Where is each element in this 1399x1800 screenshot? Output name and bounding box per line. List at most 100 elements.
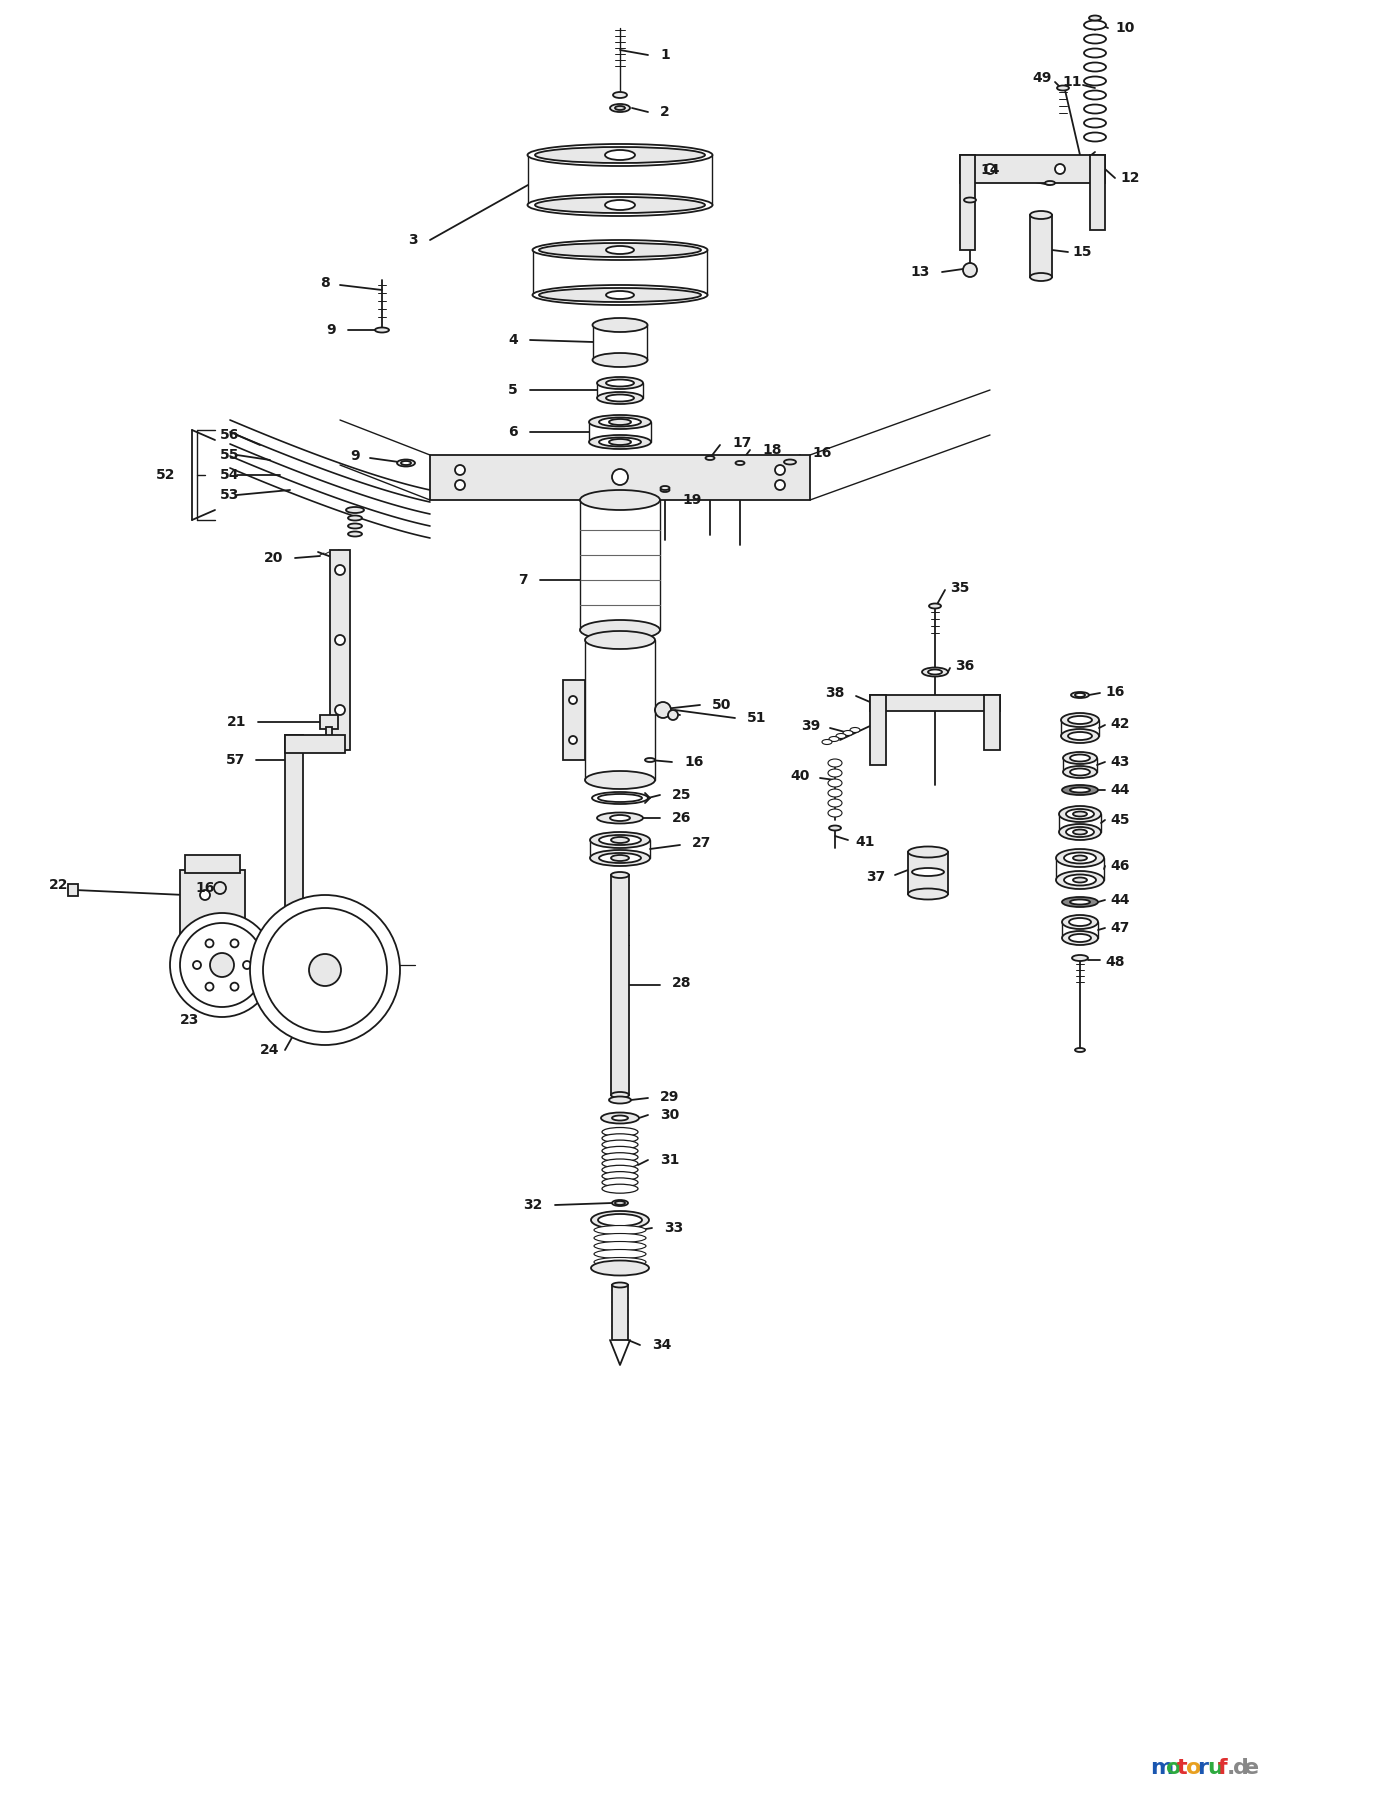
Circle shape <box>1055 164 1065 175</box>
Ellipse shape <box>616 1201 625 1204</box>
Circle shape <box>210 952 234 977</box>
Circle shape <box>963 263 977 277</box>
Ellipse shape <box>837 734 846 738</box>
Text: 20: 20 <box>263 551 283 565</box>
Text: 32: 32 <box>523 1199 543 1211</box>
Ellipse shape <box>783 459 796 464</box>
Ellipse shape <box>606 247 634 254</box>
Ellipse shape <box>534 196 705 212</box>
Ellipse shape <box>1062 785 1098 796</box>
Text: u: u <box>1207 1759 1223 1778</box>
Bar <box>1030 214 1052 277</box>
Ellipse shape <box>599 853 641 862</box>
Ellipse shape <box>1073 878 1087 882</box>
Text: 47: 47 <box>1109 922 1129 934</box>
Ellipse shape <box>1066 808 1094 819</box>
Text: d: d <box>1233 1759 1249 1778</box>
Ellipse shape <box>589 436 651 448</box>
Ellipse shape <box>597 376 644 389</box>
Ellipse shape <box>1056 871 1104 889</box>
Text: 46: 46 <box>1109 859 1129 873</box>
Ellipse shape <box>610 815 630 821</box>
Ellipse shape <box>593 319 648 331</box>
Text: f: f <box>1219 1759 1228 1778</box>
Text: 16: 16 <box>684 754 704 769</box>
Ellipse shape <box>593 353 648 367</box>
Text: o: o <box>1186 1759 1202 1778</box>
Circle shape <box>455 464 464 475</box>
Text: t: t <box>1177 1759 1188 1778</box>
Ellipse shape <box>611 855 630 860</box>
Circle shape <box>667 709 679 720</box>
Ellipse shape <box>1062 914 1098 929</box>
Ellipse shape <box>929 603 942 608</box>
Ellipse shape <box>1070 788 1090 792</box>
Ellipse shape <box>844 731 853 736</box>
Text: 22: 22 <box>49 878 69 893</box>
Ellipse shape <box>830 736 839 742</box>
Text: 44: 44 <box>1109 783 1129 797</box>
Circle shape <box>171 913 274 1017</box>
Ellipse shape <box>611 1282 628 1287</box>
Ellipse shape <box>611 871 630 878</box>
Ellipse shape <box>1088 16 1101 20</box>
Ellipse shape <box>660 488 670 491</box>
Text: 27: 27 <box>693 835 711 850</box>
Bar <box>562 680 585 760</box>
Text: 37: 37 <box>866 869 886 884</box>
Circle shape <box>611 470 628 484</box>
Ellipse shape <box>595 1249 646 1258</box>
Text: 55: 55 <box>220 448 239 463</box>
Text: 8: 8 <box>320 275 330 290</box>
Text: 45: 45 <box>1109 814 1129 826</box>
Ellipse shape <box>602 1177 638 1186</box>
Circle shape <box>193 961 201 968</box>
Bar <box>983 695 1000 751</box>
Ellipse shape <box>606 394 634 401</box>
Ellipse shape <box>602 1184 638 1193</box>
Bar <box>611 875 630 1094</box>
Ellipse shape <box>1069 934 1091 941</box>
Ellipse shape <box>613 92 627 97</box>
Ellipse shape <box>599 418 641 427</box>
Ellipse shape <box>348 531 362 536</box>
Text: 6: 6 <box>508 425 518 439</box>
Circle shape <box>309 954 341 986</box>
Ellipse shape <box>602 1134 638 1143</box>
Circle shape <box>985 164 995 175</box>
Ellipse shape <box>964 198 977 203</box>
Ellipse shape <box>1030 274 1052 281</box>
Text: 33: 33 <box>665 1220 683 1235</box>
Ellipse shape <box>585 632 655 650</box>
Ellipse shape <box>616 106 625 110</box>
Ellipse shape <box>595 1258 646 1267</box>
Ellipse shape <box>1059 824 1101 841</box>
Ellipse shape <box>1084 63 1107 72</box>
Ellipse shape <box>590 1211 649 1229</box>
Text: 52: 52 <box>155 468 175 482</box>
Text: 9: 9 <box>350 448 360 463</box>
Ellipse shape <box>609 1096 631 1103</box>
Text: 29: 29 <box>660 1091 680 1103</box>
Ellipse shape <box>1069 918 1091 925</box>
Ellipse shape <box>851 727 860 733</box>
Ellipse shape <box>397 459 416 466</box>
Circle shape <box>775 464 785 475</box>
Text: 23: 23 <box>180 1013 200 1028</box>
Ellipse shape <box>1084 76 1107 85</box>
Ellipse shape <box>346 508 364 513</box>
Text: 34: 34 <box>652 1337 672 1352</box>
Text: 48: 48 <box>1105 956 1125 968</box>
Ellipse shape <box>908 889 949 900</box>
Ellipse shape <box>602 1152 638 1161</box>
Text: 5: 5 <box>508 383 518 398</box>
Ellipse shape <box>590 832 651 848</box>
Text: 11: 11 <box>1062 76 1081 88</box>
Text: 16: 16 <box>811 446 831 461</box>
Ellipse shape <box>595 1233 646 1242</box>
Ellipse shape <box>592 792 648 805</box>
Ellipse shape <box>1070 900 1090 904</box>
Ellipse shape <box>534 148 705 164</box>
Text: 40: 40 <box>790 769 810 783</box>
Ellipse shape <box>585 770 655 788</box>
